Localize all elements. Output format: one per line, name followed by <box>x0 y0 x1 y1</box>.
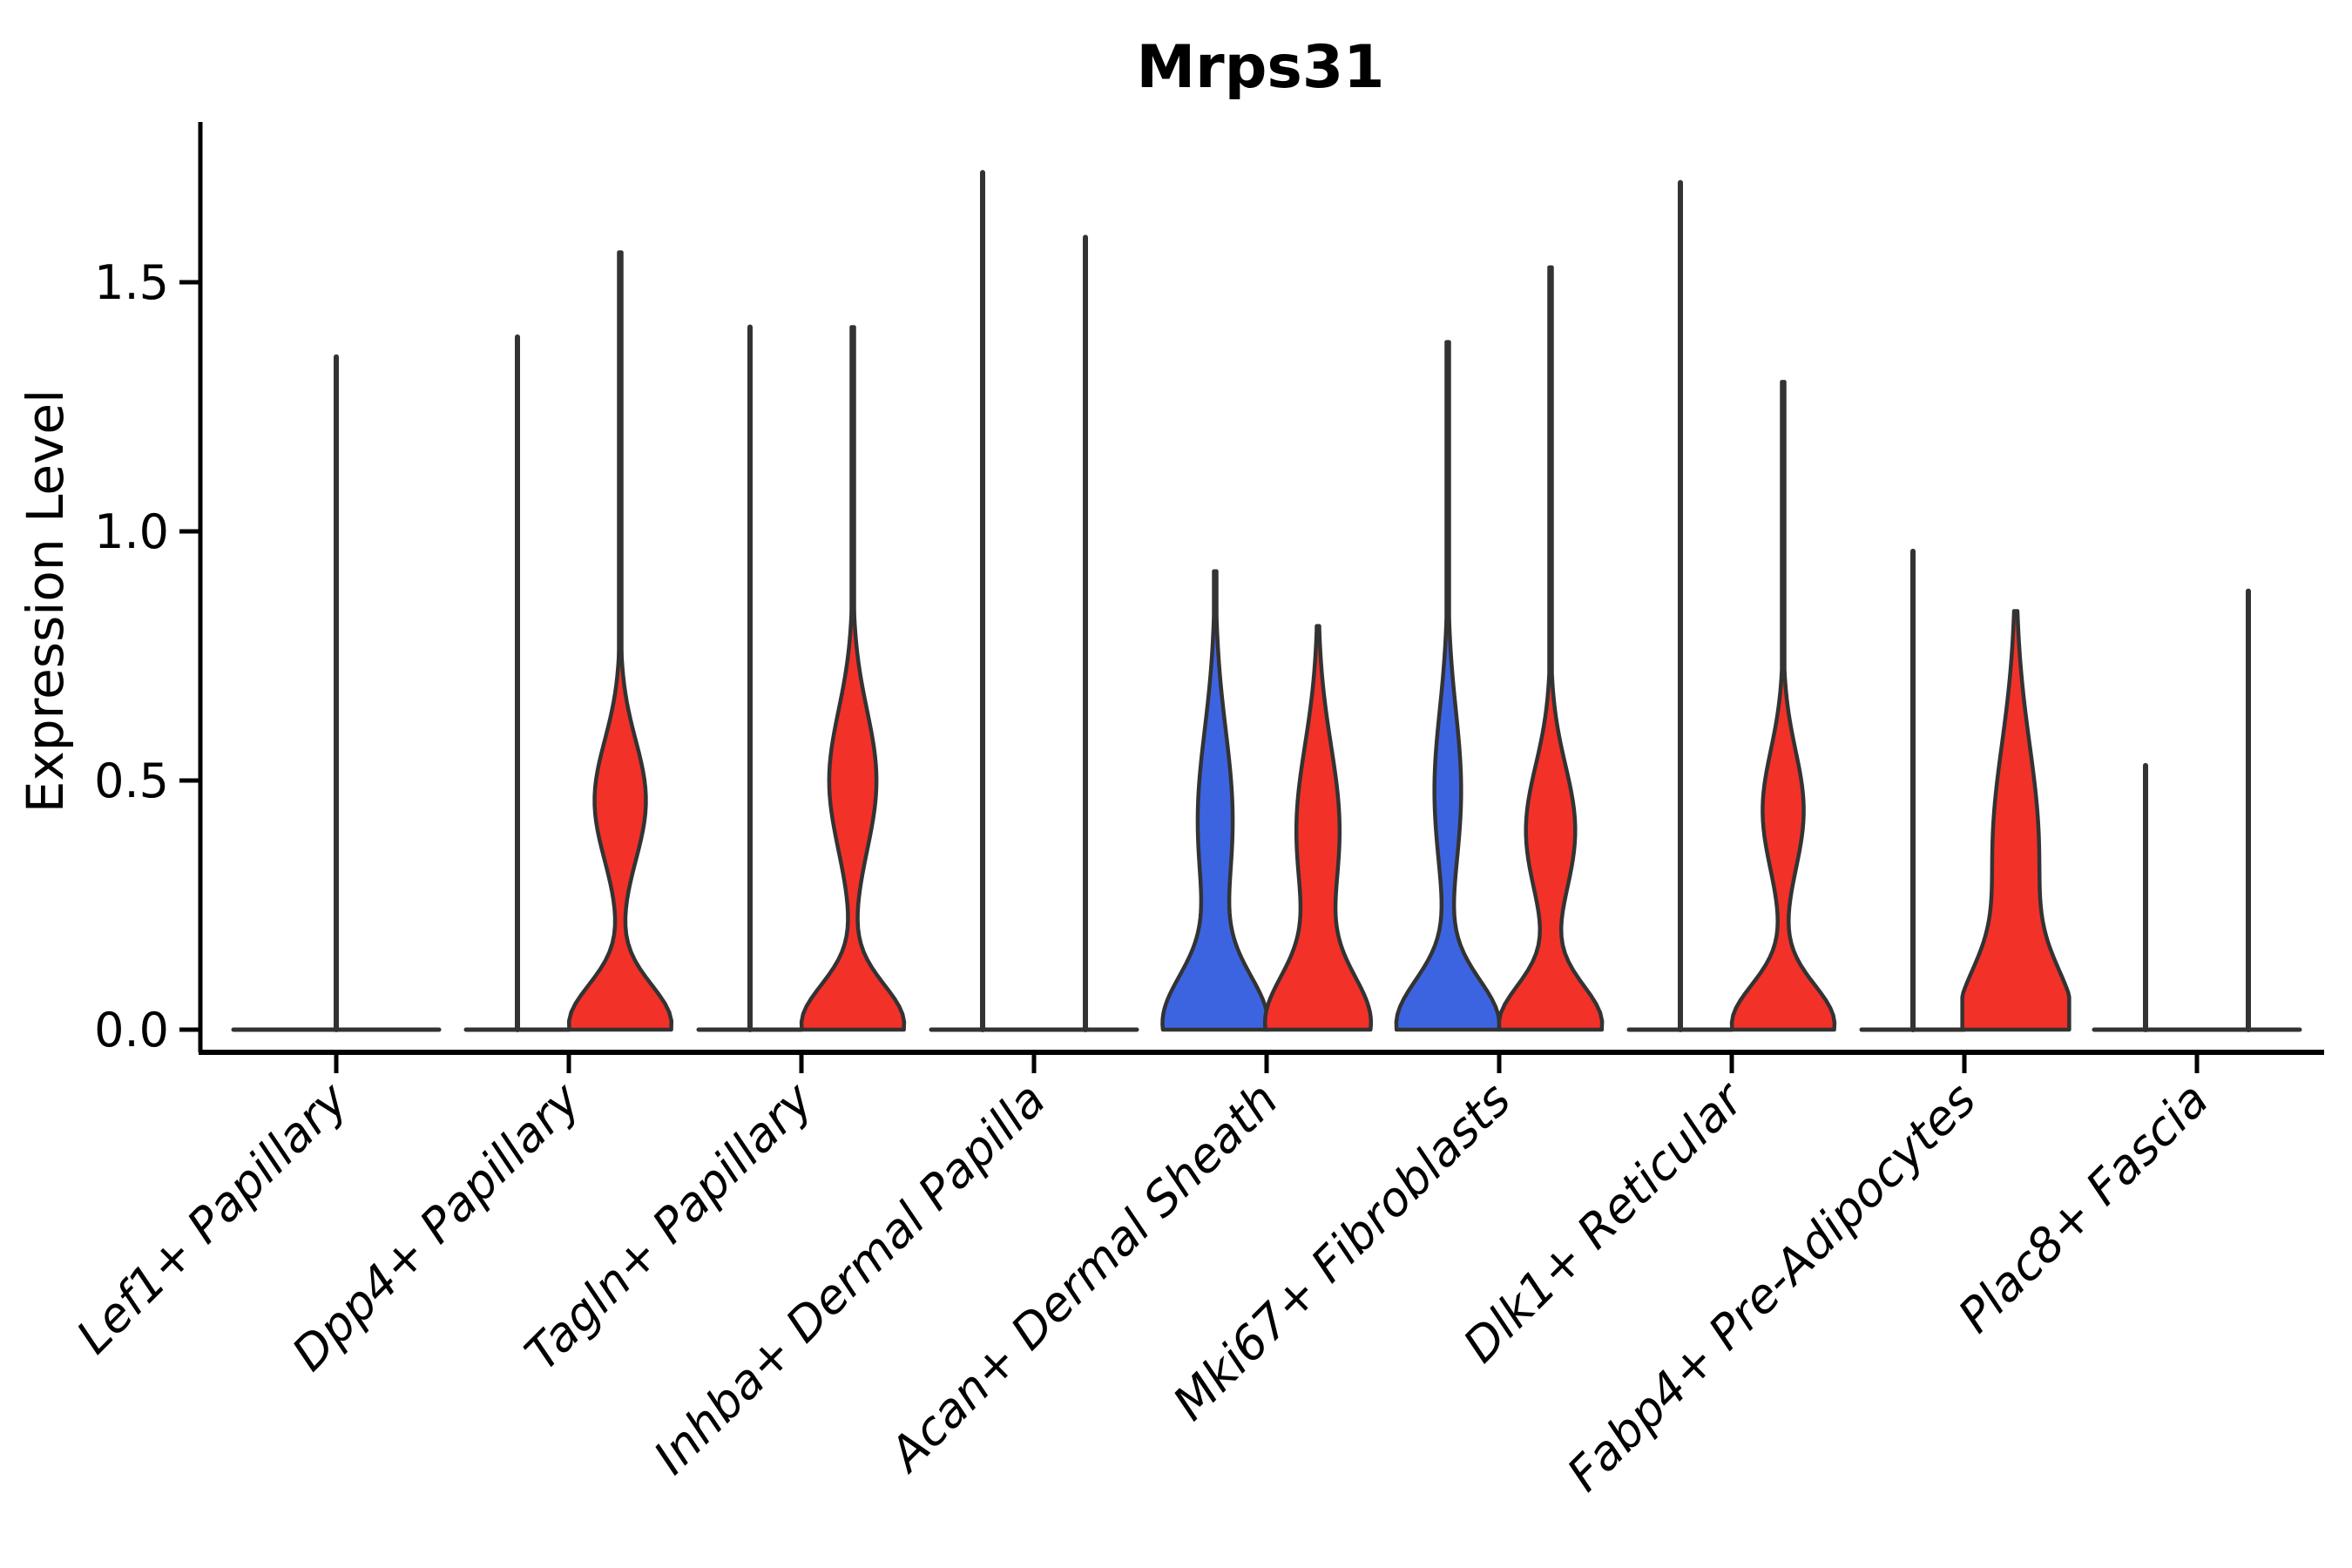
violin-plac8-fascia-right <box>2194 588 2302 1032</box>
violin-body <box>1960 609 2072 1032</box>
violin-body <box>1394 340 1502 1032</box>
y-tick-label: 1.0 <box>94 504 169 559</box>
violin-dlk1-reticular-right <box>1729 380 1837 1032</box>
violin-dlk1-reticular-left <box>1626 179 1734 1032</box>
y-tick-label: 0.0 <box>94 1003 169 1058</box>
chart-title: Mrps31 <box>1137 33 1385 102</box>
y-axis-label: Expression Level <box>16 389 75 813</box>
violin-dpp4-papillary-right <box>566 250 674 1032</box>
x-tick-label: Plac8+ Fascia <box>1948 1072 2219 1343</box>
violin-layer <box>231 170 2302 1032</box>
x-tick-label: Fabp4+ Pre-Adipocytes <box>1557 1072 1986 1502</box>
violin-inhba-dermal-papilla-right <box>1031 234 1139 1032</box>
violin-fabp4-pre-adipocytes-right <box>1960 609 2072 1032</box>
violin-acan-dermal-sheath-left <box>1160 569 1270 1032</box>
violin-tagln-papillary-right <box>799 325 907 1032</box>
violin-body <box>566 250 674 1032</box>
violin-mki67-fibroblasts-left <box>1394 340 1502 1032</box>
axis-spines <box>198 122 2324 1055</box>
y-tick-label: 0.5 <box>94 754 169 808</box>
violin-inhba-dermal-papilla-left <box>929 170 1037 1032</box>
violin-mki67-fibroblasts-right <box>1497 265 1605 1032</box>
violin-tagln-papillary-left <box>696 324 804 1032</box>
violin-body <box>1262 624 1374 1032</box>
violin-body <box>799 325 907 1032</box>
violin-body <box>1160 569 1270 1032</box>
violin-body <box>1497 265 1605 1032</box>
violin-fabp4-pre-adipocytes-left <box>1859 548 1967 1032</box>
x-tick-label: Acan+ Dermal Sheath <box>877 1072 1288 1484</box>
x-tick-label: Inhba+ Dermal Papilla <box>643 1072 1056 1485</box>
violin-dpp4-papillary-left <box>463 334 571 1032</box>
violin-body <box>1729 380 1837 1032</box>
violin-acan-dermal-sheath-right <box>1262 624 1374 1032</box>
y-tick-layer: 0.0 0.5 1.0 1.5 <box>94 255 200 1058</box>
y-tick-label: 1.5 <box>94 255 169 310</box>
violin-plac8-fascia-left <box>2092 762 2200 1032</box>
violin-lef1-papillary-center <box>231 354 442 1032</box>
